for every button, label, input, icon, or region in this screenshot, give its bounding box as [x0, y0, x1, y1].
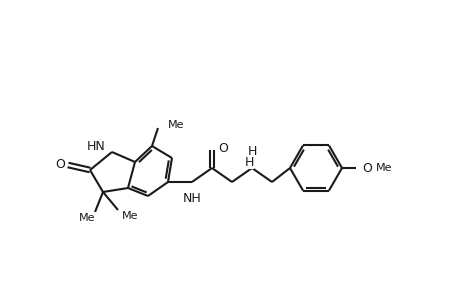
Text: Me: Me [78, 213, 95, 223]
Text: Me: Me [375, 163, 392, 173]
Text: Me: Me [168, 120, 184, 130]
Text: Me: Me [122, 211, 138, 221]
Text: HN: HN [87, 140, 106, 152]
Text: O: O [218, 142, 227, 154]
Text: H: H [244, 155, 253, 169]
Text: H: H [247, 145, 256, 158]
Text: NH: NH [182, 192, 201, 205]
Text: O: O [361, 161, 371, 175]
Text: O: O [55, 158, 65, 172]
